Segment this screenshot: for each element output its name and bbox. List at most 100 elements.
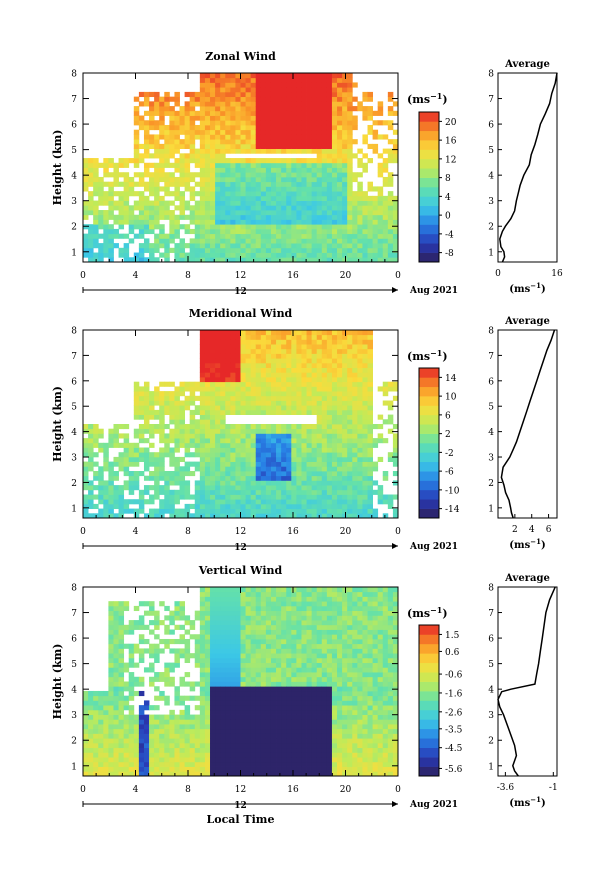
heatmap-cell [128,219,135,225]
heatmap-cell [184,106,191,112]
heatmap-cell [296,148,302,154]
heatmap-cell [347,252,353,258]
heatmap-cell [311,158,318,164]
heatmap-cell [347,243,353,249]
heatmap-cell [240,228,246,235]
heatmap-cell [331,400,338,406]
heatmap-cell [362,139,368,145]
heatmap-cell [225,96,231,102]
heatmap-cell [347,438,353,444]
heatmap-cell [154,719,160,725]
heatmap-cell [210,143,216,150]
heatmap-cell [149,662,155,668]
heatmap-cell [83,728,89,734]
heatmap-cell [281,508,287,514]
heatmap-cell [215,615,221,621]
heatmap-cell [245,456,252,462]
heatmap-cell [149,143,155,150]
heatmap-cell [149,653,155,659]
heatmap-cell [270,447,277,453]
heatmap-cell [357,485,363,491]
heatmap-cell [331,442,338,448]
heatmap-cell [362,456,368,462]
heatmap-cell [357,339,363,345]
heatmap-cell [316,414,323,420]
heatmap-cell [270,96,277,102]
heatmap-cell [245,110,252,116]
heatmap-cell [164,605,170,612]
heatmap-cell [154,148,160,154]
heatmap-cell [128,662,135,668]
heatmap-cell [210,419,216,425]
heatmap-cell [184,648,191,654]
heatmap-cell [326,489,333,495]
heatmap-cell [331,386,338,392]
heatmap-cell [204,610,211,616]
heatmap-cell [225,747,231,753]
heatmap-cell [204,101,211,107]
heatmap-cell [301,377,307,383]
heatmap-cell [164,200,170,206]
heatmap-cell [199,596,206,602]
heatmap-cell [159,714,165,720]
heatmap-cell [215,634,221,640]
heatmap-cell [260,499,267,505]
heatmap-cell [189,719,196,725]
heatmap-cell [83,158,89,164]
heatmap-cell [98,162,104,168]
heatmap-cell [311,96,318,102]
heatmap-cell [311,513,318,519]
heatmap-cell [184,172,191,178]
heatmap-cell [149,110,155,116]
heatmap-cell [164,742,170,749]
heatmap-cell [357,480,363,486]
heatmap-cell [270,91,277,98]
heatmap-cell [220,358,226,364]
heatmap-cell [118,738,125,744]
heatmap-cell [392,471,399,477]
heatmap-cell [118,705,125,711]
heatmap-cell [352,153,358,159]
heatmap-cell [265,405,272,411]
heatmap-cell [204,358,211,364]
heatmap-cell [199,620,206,626]
heatmap-cell [225,681,231,687]
heatmap-cell [128,629,135,635]
heatmap-cell [230,657,236,664]
heatmap-cell [194,657,201,664]
heatmap-cell [326,129,333,135]
heatmap-cell [154,162,160,168]
heatmap-cell [199,757,206,763]
heatmap-cell [143,419,150,425]
heatmap-cell [118,653,125,659]
heatmap-cell [159,489,165,495]
heatmap-cell [347,381,353,387]
heatmap-cell [276,339,282,345]
heatmap-cell [235,705,241,711]
heatmap-cell [276,480,282,486]
heatmap-cell [250,447,257,453]
heatmap-cell [230,489,236,495]
heatmap-cell [220,115,226,121]
heatmap-cell [255,87,262,93]
heatmap-cell [133,400,140,406]
heatmap-cell [159,752,165,758]
heatmap-cell [260,358,267,364]
heatmap-cell [103,219,109,225]
heatmap-cell [143,466,150,472]
heatmap-cell [184,110,191,116]
heatmap-cell [225,503,231,509]
heatmap-cell [281,87,287,93]
heatmap-cell [321,252,328,258]
heatmap-cell [210,681,216,687]
heatmap-cell [118,686,125,692]
heatmap-cell [184,143,191,150]
heatmap-cell [296,247,302,253]
heatmap-cell [189,452,196,458]
heatmap-cell [276,172,282,178]
heatmap-cell [357,247,363,253]
heatmap-cell [93,162,99,168]
heatmap-cell [321,96,328,102]
heatmap-cell [118,610,125,616]
heatmap-cell [138,705,145,711]
